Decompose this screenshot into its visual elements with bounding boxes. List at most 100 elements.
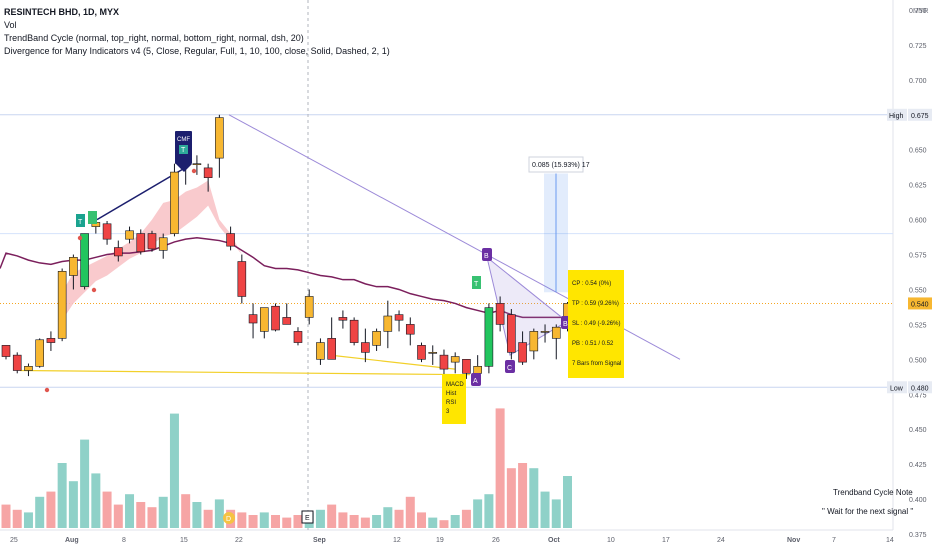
candle-body bbox=[1, 345, 11, 357]
trendband-cloud bbox=[62, 180, 242, 321]
trendband-note-text: " Wait for the next signal " bbox=[822, 507, 913, 516]
y-tick-label: 0.525 bbox=[909, 322, 927, 329]
volume-bar bbox=[551, 499, 561, 528]
high-tag-bg bbox=[887, 108, 907, 121]
volume-bar bbox=[439, 520, 449, 528]
volume-bar bbox=[259, 512, 269, 528]
volume-bar bbox=[506, 468, 516, 528]
signal-dot bbox=[191, 168, 197, 174]
low-value-bg bbox=[908, 381, 932, 394]
t-badge-label: T bbox=[474, 281, 479, 288]
x-tick-label: 8 bbox=[122, 537, 126, 544]
y-tick-label: 0.575 bbox=[909, 253, 927, 260]
candle-body bbox=[473, 366, 482, 374]
candle-body bbox=[147, 233, 157, 250]
dividend-flag-label: D bbox=[226, 516, 231, 523]
measure-label: 0.085 (15.93%) 17 bbox=[532, 162, 590, 169]
volume-bar bbox=[80, 439, 90, 528]
volume-bar bbox=[248, 515, 258, 528]
volume-bar bbox=[203, 509, 213, 528]
cmf-flag-tip bbox=[176, 164, 192, 172]
symbol-title[interactable]: RESINTECH BHD, 1D, MYX bbox=[4, 7, 120, 17]
support-line-2 bbox=[329, 354, 456, 370]
candle-body bbox=[439, 354, 449, 370]
signal-info-line: PB : 0.51 / 0.52 bbox=[572, 341, 614, 347]
volume-indicator-label[interactable]: Vol bbox=[4, 20, 17, 30]
price-axis-bg bbox=[893, 0, 932, 550]
signal-dot bbox=[91, 287, 97, 293]
event-flag bbox=[301, 510, 314, 524]
candle-body bbox=[484, 307, 494, 367]
x-tick-label: Aug bbox=[65, 537, 79, 544]
y-tick-label: 0.400 bbox=[909, 497, 927, 504]
x-tick-label: 15 bbox=[180, 537, 188, 544]
volume-bar bbox=[563, 476, 572, 528]
high-tag-label: High bbox=[889, 113, 904, 120]
volume-bar bbox=[282, 517, 292, 528]
candle-body bbox=[327, 338, 336, 360]
y-tick-label: 0.425 bbox=[909, 462, 927, 469]
volume-bar bbox=[518, 463, 528, 528]
x-tick-label: 24 bbox=[717, 537, 725, 544]
moving-average-line bbox=[0, 237, 568, 319]
volume-bar bbox=[237, 512, 247, 528]
signal-dot bbox=[77, 235, 83, 241]
pattern-point-label: A bbox=[473, 378, 478, 385]
y-tick-label: 0.650 bbox=[909, 148, 927, 155]
volume-bar bbox=[495, 408, 505, 528]
volume-bar bbox=[46, 491, 56, 528]
candle-body bbox=[293, 331, 303, 343]
candle-body bbox=[540, 331, 550, 333]
trendband-note-title: Trendband Cycle Note bbox=[833, 488, 913, 497]
volume-bar bbox=[394, 509, 404, 528]
s-badge bbox=[88, 211, 97, 224]
volume-bar bbox=[315, 509, 325, 528]
candle-body bbox=[114, 247, 123, 257]
divergence-indicator-label[interactable]: Divergence for Many Indicators v4 (5, Cl… bbox=[4, 46, 390, 56]
x-tick-label: 10 bbox=[607, 537, 615, 544]
candle-body bbox=[316, 342, 325, 360]
signal-info-line: 7 Bars from Signal bbox=[572, 361, 621, 367]
candle-body bbox=[237, 261, 247, 297]
low-tag-bg bbox=[887, 381, 907, 394]
volume-bar bbox=[113, 504, 123, 528]
y-tick-label: 0.375 bbox=[909, 532, 927, 539]
volume-bar bbox=[125, 494, 135, 528]
pattern-point-badge bbox=[471, 373, 481, 386]
y-tick-label: 0.550 bbox=[909, 287, 927, 294]
candle-body bbox=[495, 303, 505, 325]
x-tick-label: Nov bbox=[787, 537, 800, 544]
candle-body bbox=[349, 319, 359, 343]
currency-label: MYR bbox=[913, 8, 929, 15]
x-tick-label: 17 bbox=[662, 537, 670, 544]
candle-body bbox=[226, 233, 235, 247]
candle-body bbox=[57, 271, 67, 339]
x-tick-label: Sep bbox=[313, 537, 326, 544]
candle-body bbox=[507, 314, 516, 353]
x-tick-label: 22 bbox=[235, 537, 243, 544]
y-tick-label: 0.750 bbox=[909, 8, 927, 15]
measure-label-bg bbox=[528, 156, 584, 173]
pattern-point-badge bbox=[505, 360, 515, 373]
candle-body bbox=[372, 331, 381, 346]
divergence-label-bg bbox=[442, 374, 466, 424]
volume-bar bbox=[271, 515, 281, 528]
candle-body bbox=[69, 257, 78, 276]
candle-body bbox=[12, 354, 22, 371]
volume-bar bbox=[214, 499, 224, 528]
divergence-label-line: 3 bbox=[446, 409, 450, 415]
volume-bar bbox=[383, 507, 393, 528]
candle-body bbox=[405, 324, 415, 335]
x-tick-label: 19 bbox=[436, 537, 444, 544]
volume-bar bbox=[1, 504, 11, 528]
volume-bar bbox=[417, 512, 427, 528]
candle-body bbox=[462, 359, 471, 374]
trendband-indicator-label[interactable]: TrendBand Cycle (normal, top_right, norm… bbox=[4, 33, 304, 43]
candle-body bbox=[338, 317, 348, 321]
last-price-label: 0.540 bbox=[911, 301, 929, 308]
x-tick-label: 12 bbox=[393, 537, 401, 544]
volume-bar bbox=[428, 517, 438, 528]
event-flag-label: E bbox=[305, 515, 310, 522]
candle-body bbox=[529, 331, 539, 352]
